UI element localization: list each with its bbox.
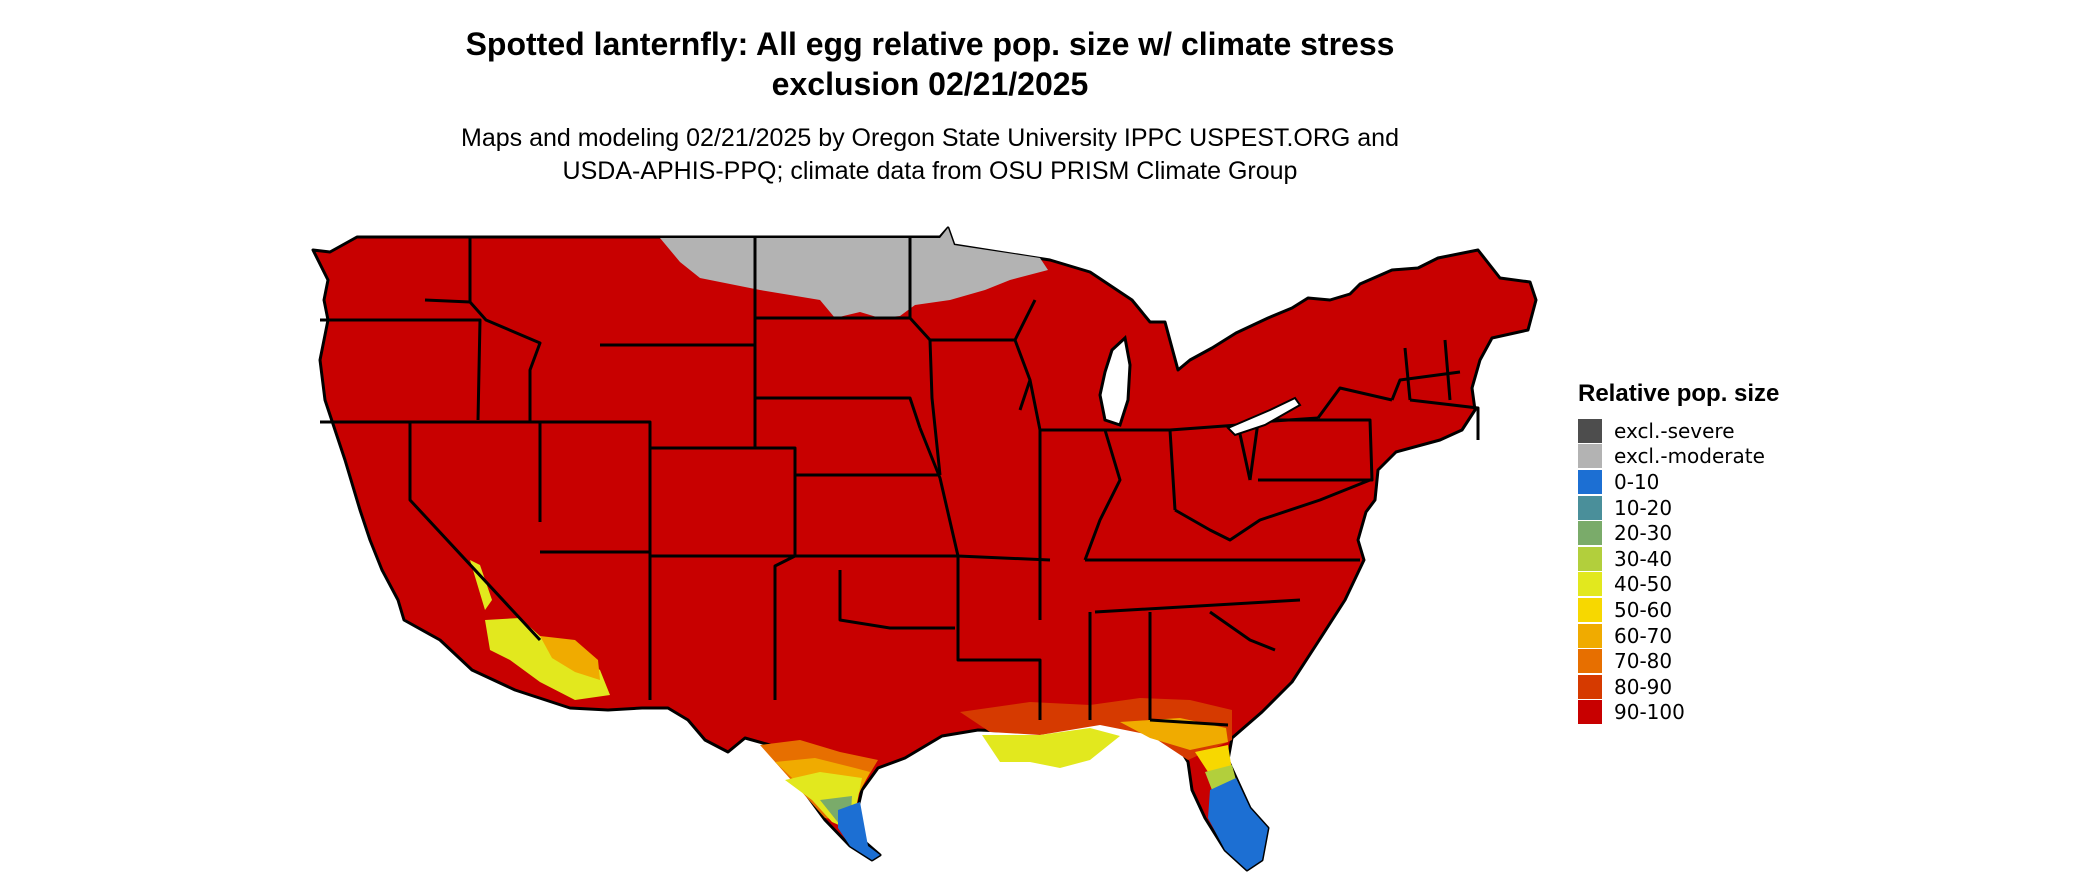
legend-swatch bbox=[1578, 572, 1602, 597]
legend-label: 20-30 bbox=[1614, 521, 1673, 546]
lake-erie bbox=[1226, 396, 1302, 437]
gradient-gulf-60 bbox=[1120, 718, 1228, 750]
legend-label: 90-100 bbox=[1614, 700, 1685, 725]
lake-michigan bbox=[1098, 335, 1132, 427]
legend-swatch bbox=[1578, 495, 1602, 520]
legend-swatch bbox=[1578, 546, 1602, 571]
gradient-florida-0 bbox=[1208, 778, 1268, 870]
legend-swatch bbox=[1578, 623, 1602, 648]
us-map bbox=[311, 226, 1538, 872]
legend-item-60-70: 60-70 bbox=[1578, 623, 1779, 649]
subtitle-line-1: Maps and modeling 02/21/2025 by Oregon S… bbox=[461, 124, 1399, 152]
legend-item-excl-moderate: excl.-moderate bbox=[1578, 444, 1779, 470]
legend-label: excl.-severe bbox=[1614, 418, 1735, 443]
legend-label: 50-60 bbox=[1614, 597, 1673, 622]
legend-swatch bbox=[1578, 469, 1602, 494]
gradient-texas-0 bbox=[838, 802, 880, 860]
legend-label: 30-40 bbox=[1614, 546, 1673, 571]
legend-swatch bbox=[1578, 444, 1602, 469]
legend: Relative pop. size excl.-severe excl.-mo… bbox=[1578, 380, 1779, 725]
legend-item-70-80: 70-80 bbox=[1578, 648, 1779, 674]
state-borders bbox=[320, 237, 1480, 727]
legend-label: 70-80 bbox=[1614, 649, 1673, 674]
gradient-louisiana-50 bbox=[982, 728, 1120, 768]
legend-item-10-20: 10-20 bbox=[1578, 495, 1779, 521]
subtitle-line-2: USDA-APHIS-PPQ; climate data from OSU PR… bbox=[562, 157, 1298, 185]
legend-item-80-90: 80-90 bbox=[1578, 674, 1779, 700]
map-title: Spotted lanternfly: All egg relative pop… bbox=[0, 24, 1860, 104]
legend-swatch bbox=[1578, 649, 1602, 674]
title-line-1: Spotted lanternfly: All egg relative pop… bbox=[465, 26, 1395, 62]
gradient-arizona-60 bbox=[540, 636, 600, 680]
exclusion-moderate-north bbox=[660, 228, 1048, 318]
legend-label: 10-20 bbox=[1614, 495, 1673, 520]
legend-swatch bbox=[1578, 674, 1602, 699]
legend-label: excl.-moderate bbox=[1614, 444, 1765, 469]
legend-item-20-30: 20-30 bbox=[1578, 520, 1779, 546]
legend-label: 80-90 bbox=[1614, 674, 1673, 699]
gradient-gulf-80 bbox=[960, 698, 1232, 760]
legend-item-90-100: 90-100 bbox=[1578, 700, 1779, 726]
legend-item-40-50: 40-50 bbox=[1578, 572, 1779, 598]
legend-swatch bbox=[1578, 700, 1602, 725]
gradient-florida-30 bbox=[1205, 765, 1236, 790]
legend-item-0-10: 0-10 bbox=[1578, 469, 1779, 495]
legend-item-excl-severe: excl.-severe bbox=[1578, 418, 1779, 444]
legend-title: Relative pop. size bbox=[1578, 380, 1780, 407]
legend-label: 0-10 bbox=[1614, 469, 1660, 494]
legend-item-30-40: 30-40 bbox=[1578, 546, 1779, 572]
legend-label: 40-50 bbox=[1614, 572, 1673, 597]
legend-label: 60-70 bbox=[1614, 623, 1673, 648]
gradient-arizona-50 bbox=[485, 618, 610, 700]
legend-swatch bbox=[1578, 418, 1602, 443]
legend-item-50-60: 50-60 bbox=[1578, 597, 1779, 623]
title-line-2: exclusion 02/21/2025 bbox=[771, 66, 1089, 102]
map-subtitle: Maps and modeling 02/21/2025 by Oregon S… bbox=[0, 122, 1860, 188]
legend-swatch bbox=[1578, 521, 1602, 546]
legend-swatch bbox=[1578, 597, 1602, 622]
